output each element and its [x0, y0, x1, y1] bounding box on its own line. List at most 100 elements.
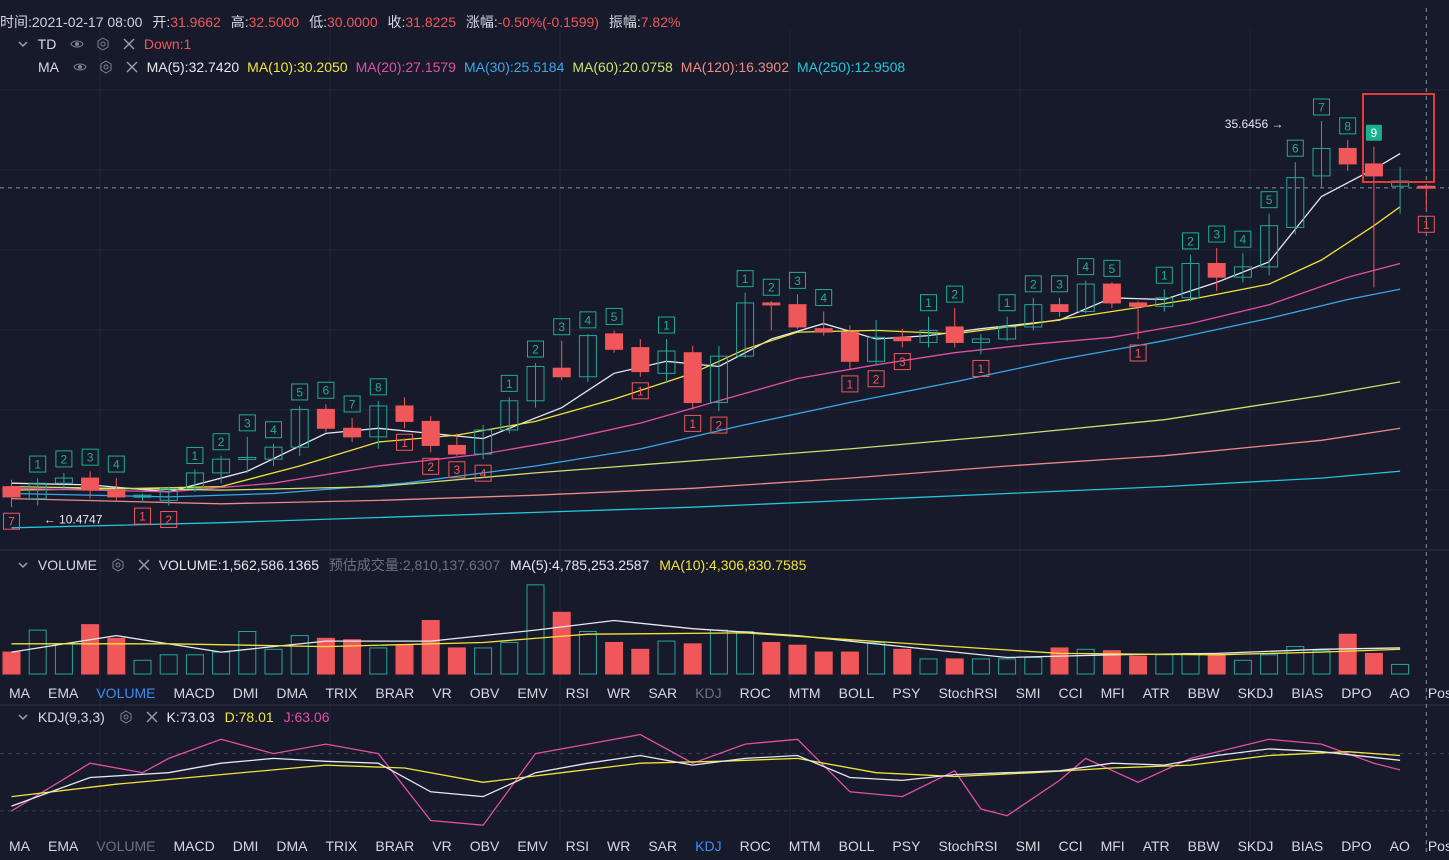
tab-kdj[interactable]: KDJ	[695, 685, 722, 701]
td-indicator-name: TD	[37, 36, 57, 52]
tab-roc[interactable]: ROC	[739, 838, 771, 854]
tab-mtm[interactable]: MTM	[788, 838, 821, 854]
tab-boll[interactable]: BOLL	[838, 685, 875, 701]
candle-body	[998, 326, 1017, 340]
tab-wr[interactable]: WR	[607, 838, 631, 854]
chevron-down-icon[interactable]	[16, 37, 30, 51]
tab-kdj[interactable]: KDJ	[695, 838, 722, 854]
volume-bar	[54, 643, 73, 675]
close-icon[interactable]	[145, 710, 159, 724]
settings-icon[interactable]	[111, 558, 125, 572]
volume-bar	[1260, 654, 1279, 675]
td-marker-label: 7	[1318, 100, 1325, 114]
td-marker-box	[815, 289, 833, 307]
tab-ma[interactable]: MA	[9, 838, 30, 854]
tab-dpo[interactable]: DPO	[1341, 838, 1372, 854]
td-marker-box	[1365, 124, 1382, 141]
tab-bbw[interactable]: BBW	[1187, 685, 1220, 701]
close-icon[interactable]	[122, 37, 136, 51]
tab-dmi[interactable]: DMI	[232, 838, 259, 854]
candle: 7	[2, 479, 21, 530]
tab-ma[interactable]: MA	[9, 685, 30, 701]
tab-brar[interactable]: BRAR	[375, 685, 415, 701]
tab-smi[interactable]: SMI	[1015, 685, 1041, 701]
tab-obv[interactable]: OBV	[469, 838, 500, 854]
eye-icon[interactable]	[70, 37, 84, 51]
settings-icon[interactable]	[99, 60, 113, 74]
chevron-down-icon[interactable]	[16, 710, 30, 724]
tab-stochrsi[interactable]: StochRSI	[938, 838, 998, 854]
settings-icon[interactable]	[119, 710, 133, 724]
volume-bar	[316, 637, 335, 675]
tab-volume[interactable]: VOLUME	[96, 838, 156, 854]
tab-emv[interactable]: EMV	[517, 685, 548, 701]
candle: 5	[605, 307, 624, 353]
tab-rsi[interactable]: RSI	[565, 838, 590, 854]
tab-sar[interactable]: SAR	[648, 685, 678, 701]
tab-skdj[interactable]: SKDJ	[1237, 838, 1274, 854]
candle: 2	[945, 285, 964, 348]
tab-macd[interactable]: MACD	[173, 838, 215, 854]
tab-dmi[interactable]: DMI	[232, 685, 259, 701]
tab-macd[interactable]: MACD	[173, 685, 215, 701]
tab-boll[interactable]: BOLL	[838, 838, 875, 854]
tab-psy[interactable]: PSY	[892, 838, 921, 854]
tab-stochrsi[interactable]: StochRSI	[938, 685, 998, 701]
candle-body	[54, 477, 73, 484]
tab-trix[interactable]: TRIX	[325, 838, 358, 854]
candle-body	[185, 472, 204, 489]
tab-smi[interactable]: SMI	[1015, 838, 1041, 854]
tab-brar[interactable]: BRAR	[375, 838, 415, 854]
tab-emv[interactable]: EMV	[517, 838, 548, 854]
candle: 6	[316, 381, 335, 432]
tab-atr[interactable]: ATR	[1142, 685, 1170, 701]
tab-bias[interactable]: BIAS	[1291, 685, 1324, 701]
close-icon[interactable]	[137, 558, 151, 572]
candle: 1	[919, 294, 938, 348]
td-marker-box	[81, 448, 99, 466]
tab-mfi[interactable]: MFI	[1100, 685, 1125, 701]
td-marker-box	[684, 414, 702, 432]
volume-bar	[1181, 652, 1200, 675]
tab-mfi[interactable]: MFI	[1100, 838, 1125, 854]
settings-icon[interactable]	[96, 37, 110, 51]
volume-bar	[814, 651, 833, 675]
td-marker-box	[238, 414, 256, 432]
tab-trix[interactable]: TRIX	[325, 685, 358, 701]
close-icon[interactable]	[125, 60, 139, 74]
tab-ao[interactable]: AO	[1389, 685, 1410, 701]
tab-dma[interactable]: DMA	[276, 685, 308, 701]
tab-dpo[interactable]: DPO	[1341, 685, 1372, 701]
tab-bias[interactable]: BIAS	[1291, 838, 1324, 854]
candle: 3	[81, 448, 100, 499]
tab-vr[interactable]: VR	[432, 838, 452, 854]
tab-rsi[interactable]: RSI	[565, 685, 590, 701]
eye-icon[interactable]	[73, 60, 87, 74]
tab-ema[interactable]: EMA	[48, 838, 79, 854]
candle: 2	[867, 320, 886, 388]
td-marker-label: 4	[585, 313, 592, 327]
tab-vr[interactable]: VR	[432, 685, 452, 701]
td-marker-label: 5	[296, 385, 303, 399]
tab-skdj[interactable]: SKDJ	[1237, 685, 1274, 701]
tab-cci[interactable]: CCI	[1058, 685, 1083, 701]
tab-cci[interactable]: CCI	[1058, 838, 1083, 854]
tab-dma[interactable]: DMA	[276, 838, 308, 854]
tab-obv[interactable]: OBV	[469, 685, 500, 701]
chevron-down-icon[interactable]	[16, 558, 30, 572]
tab-wr[interactable]: WR	[607, 685, 631, 701]
tab-volume[interactable]: VOLUME	[96, 685, 156, 701]
volume-indicator-name: VOLUME	[37, 557, 98, 573]
tab-ao[interactable]: AO	[1389, 838, 1410, 854]
tab-sar[interactable]: SAR	[648, 838, 678, 854]
tab-psy[interactable]: PSY	[892, 685, 921, 701]
tab-mtm[interactable]: MTM	[788, 685, 821, 701]
ma-line-ma60	[11, 381, 1401, 491]
tab-position[interactable]: Position	[1427, 685, 1449, 701]
tab-position[interactable]: Position	[1427, 838, 1449, 854]
tab-ema[interactable]: EMA	[48, 685, 79, 701]
tab-bbw[interactable]: BBW	[1187, 838, 1220, 854]
tab-roc[interactable]: ROC	[739, 685, 771, 701]
tab-atr[interactable]: ATR	[1142, 838, 1170, 854]
